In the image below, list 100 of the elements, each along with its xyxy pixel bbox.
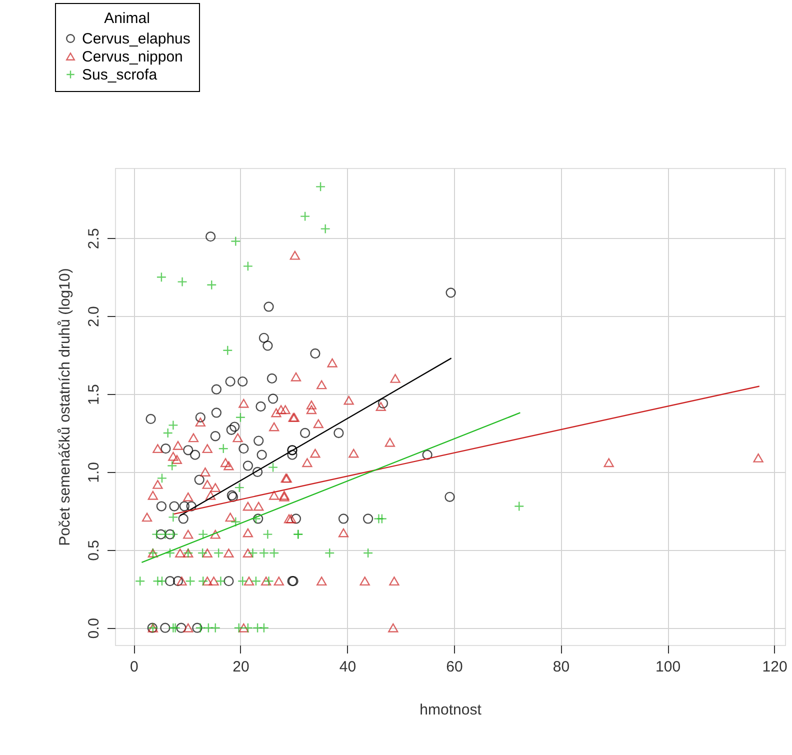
point xyxy=(195,412,206,422)
point xyxy=(235,412,246,422)
point xyxy=(310,348,320,359)
point xyxy=(152,529,162,540)
point xyxy=(258,548,270,558)
point xyxy=(164,529,176,540)
x-axis-title: hmotnost xyxy=(420,702,482,718)
point xyxy=(287,450,298,460)
point xyxy=(264,302,274,312)
point xyxy=(205,232,216,242)
point xyxy=(234,482,244,493)
point xyxy=(160,444,171,454)
point xyxy=(252,466,263,478)
point xyxy=(362,514,374,524)
point xyxy=(168,420,178,430)
point xyxy=(242,622,254,633)
point xyxy=(168,529,178,540)
legend-label: Cervus_elaphus xyxy=(82,30,190,48)
point xyxy=(164,576,176,586)
point xyxy=(198,576,208,586)
point xyxy=(186,501,196,512)
point xyxy=(258,622,270,633)
point xyxy=(250,576,262,586)
point xyxy=(320,224,330,234)
point xyxy=(230,236,241,246)
point xyxy=(290,514,302,524)
point xyxy=(422,450,432,460)
point xyxy=(198,529,208,540)
point xyxy=(183,445,194,456)
point xyxy=(226,424,236,435)
point xyxy=(376,514,388,524)
point xyxy=(214,548,224,558)
point xyxy=(192,622,202,633)
x-tick-label: 80 xyxy=(552,658,570,676)
y-tick-label: 1.0 xyxy=(86,462,102,483)
point xyxy=(185,576,196,586)
point xyxy=(168,512,178,522)
point xyxy=(156,501,167,512)
point xyxy=(167,460,178,471)
point xyxy=(222,345,233,356)
point xyxy=(211,408,222,418)
point xyxy=(195,622,206,633)
y-tick-label: 0.0 xyxy=(86,618,102,639)
point xyxy=(160,622,170,633)
point xyxy=(146,414,156,424)
point xyxy=(177,276,188,287)
point xyxy=(446,288,456,298)
point xyxy=(178,514,188,524)
y-tick-label: 1.5 xyxy=(86,384,102,405)
point xyxy=(179,501,190,512)
point xyxy=(514,501,524,512)
point xyxy=(250,514,262,524)
y-tick-label: 0.5 xyxy=(86,540,102,561)
point xyxy=(135,576,146,586)
y-axis-title: Počet semenáčků ostatních druhů (log10) xyxy=(56,268,74,546)
point xyxy=(176,622,186,633)
point xyxy=(162,428,173,438)
point xyxy=(238,444,249,454)
point xyxy=(156,576,168,586)
point xyxy=(242,261,254,272)
point xyxy=(197,548,208,558)
point xyxy=(211,384,222,394)
point xyxy=(315,182,326,192)
point xyxy=(160,529,170,540)
point xyxy=(300,211,310,222)
point xyxy=(378,398,388,408)
point xyxy=(234,622,244,633)
point xyxy=(266,373,278,384)
y-tick-label: 2.5 xyxy=(86,228,102,250)
x-tick-label: 120 xyxy=(762,658,788,676)
point xyxy=(210,431,220,442)
point xyxy=(230,516,241,527)
point xyxy=(444,492,455,502)
x-tick-label: 20 xyxy=(232,658,250,676)
point xyxy=(225,376,236,387)
point xyxy=(248,548,258,558)
point xyxy=(224,576,234,586)
point xyxy=(269,548,280,558)
point xyxy=(210,622,220,633)
point xyxy=(254,436,264,446)
point xyxy=(262,529,273,540)
x-tick-label: 40 xyxy=(339,658,356,676)
point xyxy=(164,548,176,558)
point xyxy=(216,576,226,586)
legend-label: Cervus_nippon xyxy=(82,48,183,66)
point xyxy=(156,473,168,484)
x-tick-label: 60 xyxy=(446,658,463,676)
x-tick-label: 0 xyxy=(130,658,138,676)
point xyxy=(238,576,248,586)
y-tick-label: 2.0 xyxy=(86,306,102,328)
x-tick-label: 100 xyxy=(656,658,681,676)
point xyxy=(258,332,270,343)
point xyxy=(362,548,374,558)
point xyxy=(156,529,166,540)
point xyxy=(194,474,204,485)
point xyxy=(172,576,184,586)
point xyxy=(169,501,180,512)
point xyxy=(300,428,310,438)
legend-title: Animal xyxy=(104,10,150,27)
point xyxy=(206,280,217,290)
